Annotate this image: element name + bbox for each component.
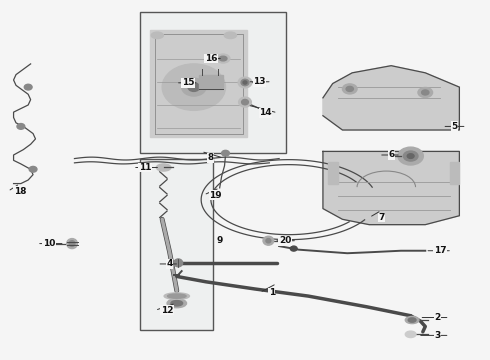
Text: 17: 17 <box>434 246 446 255</box>
Text: 7: 7 <box>378 213 385 222</box>
Bar <box>140 158 213 330</box>
Text: 5: 5 <box>451 122 458 131</box>
Ellipse shape <box>405 331 416 338</box>
Text: 12: 12 <box>161 306 173 315</box>
Ellipse shape <box>407 154 414 158</box>
Ellipse shape <box>418 87 433 98</box>
Bar <box>140 12 287 153</box>
Ellipse shape <box>343 84 357 94</box>
Text: 11: 11 <box>139 163 151 172</box>
Bar <box>199 75 223 89</box>
Text: 15: 15 <box>182 78 194 87</box>
Text: 9: 9 <box>217 236 223 245</box>
Bar <box>328 162 338 184</box>
Ellipse shape <box>164 293 190 299</box>
Ellipse shape <box>216 54 230 63</box>
Ellipse shape <box>421 90 429 95</box>
Bar <box>150 30 247 137</box>
Text: 14: 14 <box>259 108 272 117</box>
Polygon shape <box>323 66 460 130</box>
Text: 10: 10 <box>43 239 55 248</box>
Ellipse shape <box>167 299 187 308</box>
Ellipse shape <box>67 239 77 249</box>
Text: 4: 4 <box>166 260 172 269</box>
Circle shape <box>17 123 25 129</box>
Ellipse shape <box>171 301 183 306</box>
Ellipse shape <box>241 79 249 86</box>
Bar <box>450 162 460 184</box>
Ellipse shape <box>239 97 251 107</box>
Ellipse shape <box>263 236 274 245</box>
Ellipse shape <box>266 239 271 243</box>
Text: 2: 2 <box>434 313 441 322</box>
Ellipse shape <box>405 316 419 324</box>
Ellipse shape <box>238 77 252 88</box>
Ellipse shape <box>151 32 163 39</box>
Circle shape <box>182 78 206 96</box>
Ellipse shape <box>408 318 416 322</box>
Ellipse shape <box>346 86 353 91</box>
Text: 16: 16 <box>205 54 217 63</box>
Text: 18: 18 <box>14 187 26 196</box>
Ellipse shape <box>219 56 227 61</box>
Ellipse shape <box>243 81 247 84</box>
Circle shape <box>162 64 225 111</box>
Ellipse shape <box>69 241 75 247</box>
Polygon shape <box>323 152 460 225</box>
Bar <box>450 162 460 184</box>
Ellipse shape <box>168 294 186 298</box>
Text: 3: 3 <box>434 331 441 340</box>
Ellipse shape <box>242 99 248 105</box>
Ellipse shape <box>398 147 423 165</box>
Text: 20: 20 <box>279 236 291 245</box>
Bar <box>199 75 223 89</box>
Text: 1: 1 <box>269 288 275 297</box>
Ellipse shape <box>224 32 237 39</box>
Circle shape <box>188 83 200 91</box>
Ellipse shape <box>174 259 183 267</box>
Bar <box>328 162 338 184</box>
Text: 19: 19 <box>209 190 222 199</box>
Circle shape <box>290 246 297 251</box>
Ellipse shape <box>156 164 171 171</box>
Text: 8: 8 <box>208 153 214 162</box>
Circle shape <box>29 166 37 172</box>
Bar <box>150 30 247 137</box>
Text: 6: 6 <box>388 150 394 159</box>
Circle shape <box>221 150 229 156</box>
Circle shape <box>24 84 32 90</box>
Text: 13: 13 <box>253 77 266 86</box>
Ellipse shape <box>403 151 418 161</box>
